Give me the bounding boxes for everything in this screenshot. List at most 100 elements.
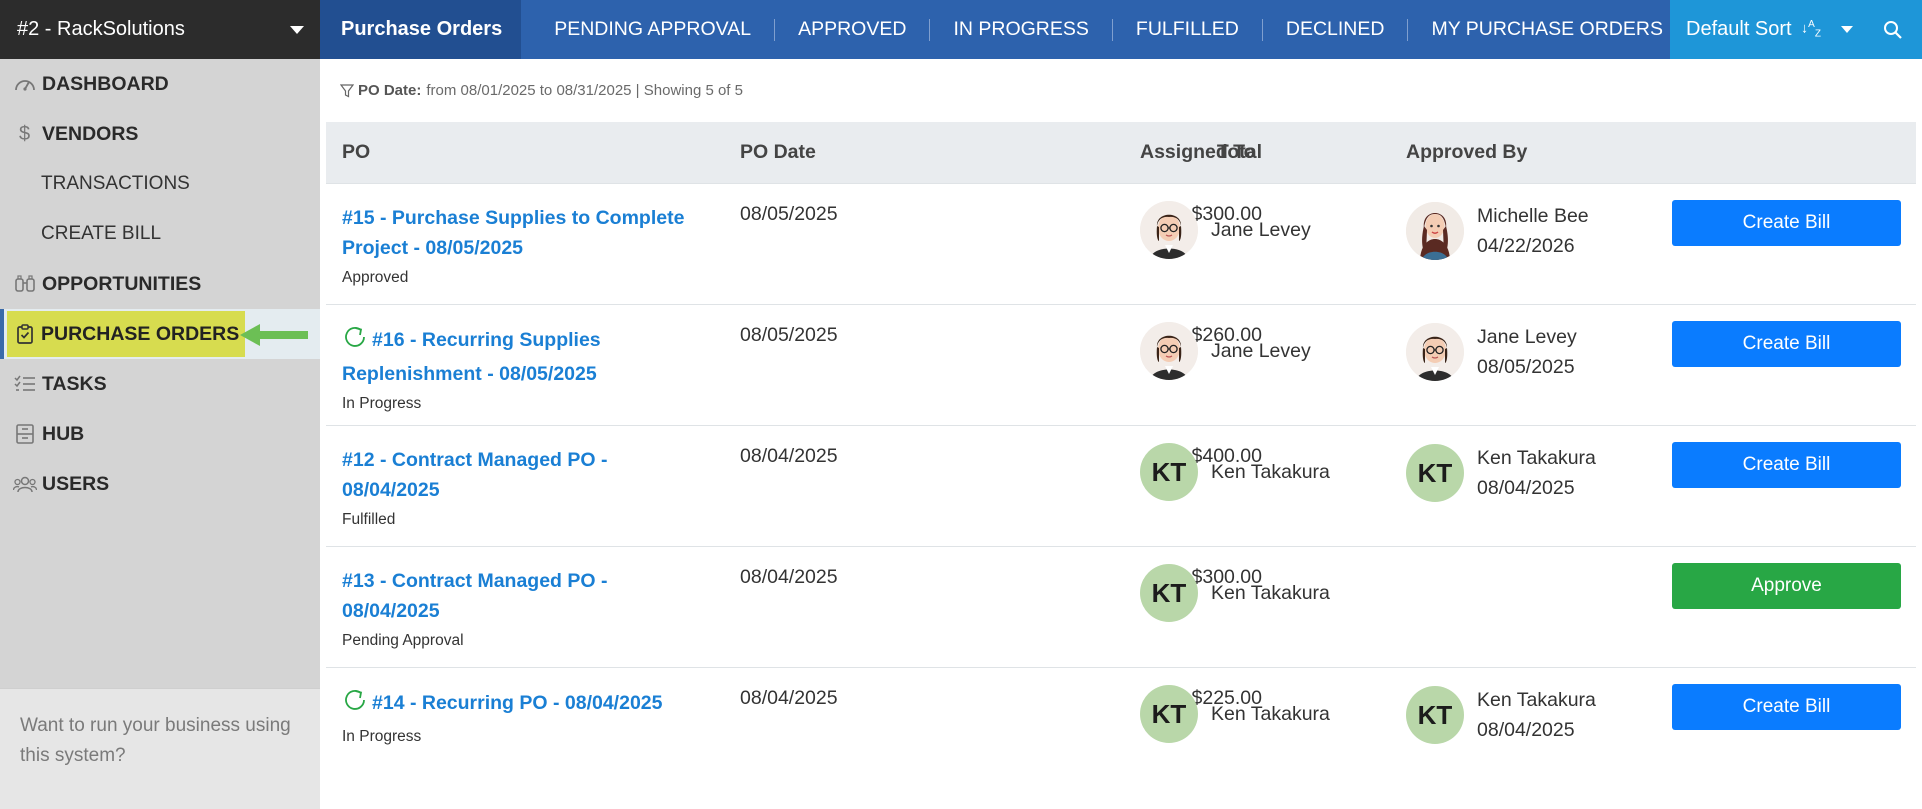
column-header-po-date[interactable]: PO Date [740, 141, 816, 163]
clipboard-check-icon [12, 324, 37, 344]
create-bill-button[interactable]: Create Bill [1672, 200, 1901, 246]
org-selector[interactable]: #2 - RackSolutions [0, 0, 320, 59]
cabinet-icon [12, 424, 37, 444]
sort-control: Default Sort ↓AZ [1670, 0, 1922, 59]
approve-button[interactable]: Approve [1672, 563, 1901, 609]
approver-name: Michelle Bee [1477, 205, 1589, 227]
po-title-line2: Replenishment - 08/05/2025 [342, 363, 597, 385]
tab-approved[interactable]: APPROVED [798, 18, 907, 40]
avatar-initials: KT [1406, 444, 1464, 502]
tab-my-purchase-orders[interactable]: MY PURCHASE ORDERS [1431, 18, 1663, 40]
search-icon[interactable] [1883, 20, 1903, 40]
sidebar-item-tasks[interactable]: TASKS [0, 359, 320, 409]
approver-name: Ken Takakura [1477, 689, 1596, 711]
po-title-line1: #16 - Recurring Supplies [372, 329, 601, 351]
po-date: 08/04/2025 [740, 445, 838, 467]
po-status: In Progress [342, 728, 422, 745]
assigned-to: KT Ken Takakura [1140, 564, 1400, 622]
assignee-name: Jane Levey [1211, 219, 1311, 241]
create-bill-button[interactable]: Create Bill [1672, 321, 1901, 367]
assignee-name: Ken Takakura [1211, 703, 1330, 725]
po-cell: #13 - Contract Managed PO - 08/04/2025 P… [342, 566, 722, 650]
po-total: $400.00 [1191, 445, 1263, 467]
caret-down-icon[interactable] [1840, 26, 1853, 33]
sidebar: #2 - RackSolutions DASHBOARD $ VENDORS T… [0, 0, 320, 809]
create-bill-button[interactable]: Create Bill [1672, 442, 1901, 488]
po-cell: #14 - Recurring PO - 08/04/2025 In Progr… [342, 687, 722, 746]
po-total: $260.00 [1191, 324, 1263, 346]
table-header: PO PO Date Total Assigned To Approved By [326, 122, 1916, 183]
approval-date: 04/22/2026 [1477, 235, 1575, 257]
tab-divider [774, 18, 776, 41]
tab-declined[interactable]: DECLINED [1285, 18, 1385, 40]
tab-fulfilled[interactable]: FULFILLED [1135, 18, 1239, 40]
po-title-line2: 08/04/2025 [342, 600, 440, 622]
po-title-line2: 08/04/2025 [342, 479, 440, 501]
status-tabs: PENDING APPROVAL APPROVED IN PROGRESS FU… [521, 0, 1692, 59]
filter-text: from 08/01/2025 to 08/31/2025 | Showing … [426, 82, 743, 99]
po-total: $300.00 [1191, 566, 1263, 588]
table-row: #12 - Contract Managed PO - 08/04/2025 F… [326, 425, 1916, 546]
caret-down-icon [290, 25, 304, 34]
tab-divider [929, 18, 931, 41]
dashboard-icon [12, 74, 37, 94]
sidebar-item-opportunities[interactable]: OPPORTUNITIES [0, 259, 320, 309]
po-link[interactable]: #16 - Recurring Supplies Replenishment -… [342, 324, 722, 389]
tab-in-progress[interactable]: IN PROGRESS [953, 18, 1089, 40]
assignee-name: Ken Takakura [1211, 582, 1330, 604]
po-link[interactable]: #12 - Contract Managed PO - 08/04/2025 [342, 445, 722, 505]
po-link[interactable]: #15 - Purchase Supplies to Complete Proj… [342, 203, 722, 263]
action-cell: Approve [1672, 563, 1901, 609]
approved-by: Michelle Bee 04/22/2026 [1406, 201, 1676, 261]
po-date: 08/05/2025 [740, 203, 838, 225]
approver-info: Ken Takakura 08/04/2025 [1464, 443, 1596, 503]
sidebar-item-purchase-orders[interactable]: PURCHASE ORDERS [0, 309, 320, 359]
column-header-total[interactable]: Total [1216, 141, 1262, 163]
sidebar-item-hub[interactable]: HUB [0, 409, 320, 459]
approved-by: Jane Levey 08/05/2025 [1406, 322, 1676, 382]
sidebar-item-vendors[interactable]: $ VENDORS [0, 109, 320, 159]
po-link[interactable]: #13 - Contract Managed PO - 08/04/2025 [342, 566, 722, 626]
tab-purchase-orders[interactable]: Purchase Orders [320, 0, 522, 59]
avatar [1140, 201, 1198, 259]
woman-glasses-avatar-icon [1140, 201, 1198, 259]
action-cell: Create Bill [1672, 321, 1901, 367]
avatar [1140, 322, 1198, 380]
sidebar-item-transactions[interactable]: TRANSACTIONS [0, 159, 320, 209]
sidebar-item-dashboard[interactable]: DASHBOARD [0, 59, 320, 109]
sidebar-promo: Want to run your business using this sys… [0, 688, 320, 809]
filter-icon [340, 83, 354, 98]
column-header-po[interactable]: PO [342, 141, 371, 163]
sidebar-item-users[interactable]: USERS [0, 459, 320, 509]
dollar-icon: $ [18, 122, 31, 145]
create-bill-button[interactable]: Create Bill [1672, 684, 1901, 730]
column-header-approved-by[interactable]: Approved By [1406, 141, 1528, 163]
approved-by: KT Ken Takakura 08/04/2025 [1406, 443, 1676, 503]
po-status: Approved [342, 269, 409, 286]
sidebar-item-create-bill[interactable]: CREATE BILL [0, 209, 320, 259]
sort-button[interactable]: Default Sort ↓AZ [1686, 18, 1821, 41]
recurring-icon [342, 324, 368, 359]
sidebar-item-label: VENDORS [42, 122, 139, 145]
sidebar-item-label: DASHBOARD [42, 72, 169, 95]
woman-long-hair-avatar-icon [1406, 202, 1464, 260]
assigned-to: KT Ken Takakura [1140, 685, 1400, 743]
avatar [1406, 202, 1464, 260]
po-date: 08/04/2025 [740, 566, 838, 588]
approver-info: Jane Levey 08/05/2025 [1464, 322, 1577, 382]
binoculars-icon [12, 274, 37, 294]
approval-date: 08/04/2025 [1477, 477, 1575, 499]
assignee-name: Ken Takakura [1211, 461, 1330, 483]
po-title-line2: Project - 08/05/2025 [342, 237, 524, 259]
avatar-initials: KT [1140, 564, 1198, 622]
po-status: Pending Approval [342, 632, 464, 649]
woman-glasses-avatar-icon [1140, 322, 1198, 380]
po-cell: #12 - Contract Managed PO - 08/04/2025 F… [342, 445, 722, 529]
sidebar-item-label: TRANSACTIONS [41, 173, 190, 194]
action-cell: Create Bill [1672, 684, 1901, 730]
tab-pending-approval[interactable]: PENDING APPROVAL [554, 18, 752, 40]
approver-name: Jane Levey [1477, 326, 1577, 348]
column-header-assigned-to[interactable]: Assigned To [1140, 141, 1256, 163]
po-link[interactable]: #14 - Recurring PO - 08/04/2025 [342, 687, 722, 722]
table-row: #13 - Contract Managed PO - 08/04/2025 P… [326, 546, 1916, 667]
